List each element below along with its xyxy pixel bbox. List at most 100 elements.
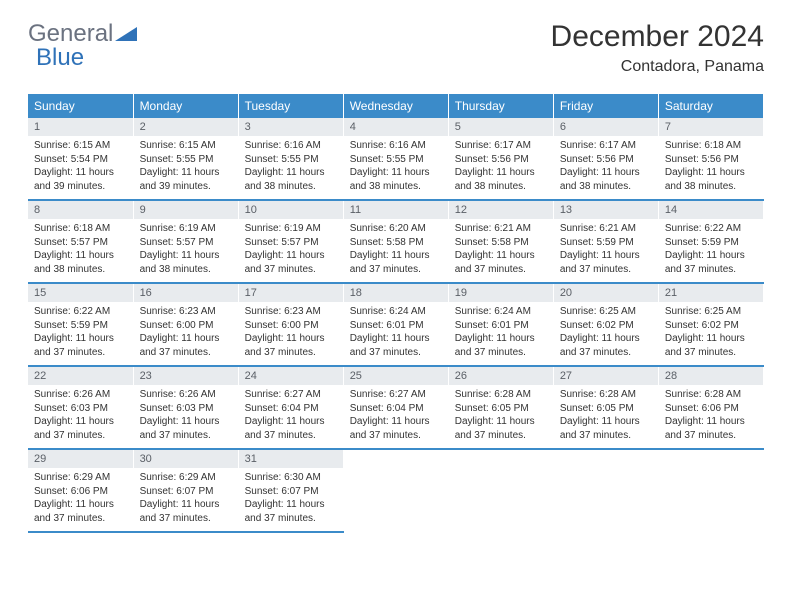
day-number: 9 — [134, 201, 238, 219]
day-info: Sunrise: 6:15 AMSunset: 5:54 PMDaylight:… — [28, 136, 133, 199]
day-info: Sunrise: 6:19 AMSunset: 5:57 PMDaylight:… — [239, 219, 343, 282]
day-header-wednesday: Wednesday — [343, 94, 448, 118]
day-cell-1: 1Sunrise: 6:15 AMSunset: 5:54 PMDaylight… — [28, 118, 133, 200]
day-cell-26: 26Sunrise: 6:28 AMSunset: 6:05 PMDayligh… — [448, 366, 553, 449]
day-cell-15: 15Sunrise: 6:22 AMSunset: 5:59 PMDayligh… — [28, 283, 133, 366]
day-cell-14: 14Sunrise: 6:22 AMSunset: 5:59 PMDayligh… — [658, 200, 763, 283]
day-info: Sunrise: 6:19 AMSunset: 5:57 PMDaylight:… — [134, 219, 238, 282]
calendar-week: 15Sunrise: 6:22 AMSunset: 5:59 PMDayligh… — [28, 283, 764, 366]
calendar-table: SundayMondayTuesdayWednesdayThursdayFrid… — [28, 94, 764, 533]
day-number: 4 — [344, 118, 448, 136]
day-number: 26 — [449, 367, 553, 385]
day-cell-2: 2Sunrise: 6:15 AMSunset: 5:55 PMDaylight… — [133, 118, 238, 200]
day-info: Sunrise: 6:20 AMSunset: 5:58 PMDaylight:… — [344, 219, 448, 282]
month-title: December 2024 — [551, 20, 764, 54]
day-info: Sunrise: 6:21 AMSunset: 5:59 PMDaylight:… — [554, 219, 658, 282]
calendar-week: 22Sunrise: 6:26 AMSunset: 6:03 PMDayligh… — [28, 366, 764, 449]
day-number: 28 — [659, 367, 763, 385]
day-header-thursday: Thursday — [448, 94, 553, 118]
day-cell-12: 12Sunrise: 6:21 AMSunset: 5:58 PMDayligh… — [448, 200, 553, 283]
day-header-row: SundayMondayTuesdayWednesdayThursdayFrid… — [28, 94, 764, 118]
day-number: 12 — [449, 201, 553, 219]
day-info: Sunrise: 6:24 AMSunset: 6:01 PMDaylight:… — [344, 302, 448, 365]
day-cell-30: 30Sunrise: 6:29 AMSunset: 6:07 PMDayligh… — [133, 449, 238, 532]
day-number: 17 — [239, 284, 343, 302]
header: General December 2024 Contadora, Panama — [28, 20, 764, 76]
day-cell-11: 11Sunrise: 6:20 AMSunset: 5:58 PMDayligh… — [343, 200, 448, 283]
empty-cell — [553, 449, 658, 532]
day-info: Sunrise: 6:25 AMSunset: 6:02 PMDaylight:… — [659, 302, 763, 365]
day-cell-22: 22Sunrise: 6:26 AMSunset: 6:03 PMDayligh… — [28, 366, 133, 449]
day-cell-16: 16Sunrise: 6:23 AMSunset: 6:00 PMDayligh… — [133, 283, 238, 366]
day-info: Sunrise: 6:22 AMSunset: 5:59 PMDaylight:… — [659, 219, 763, 282]
logo-triangle-icon — [115, 25, 137, 46]
day-cell-20: 20Sunrise: 6:25 AMSunset: 6:02 PMDayligh… — [553, 283, 658, 366]
day-number: 21 — [659, 284, 763, 302]
day-cell-31: 31Sunrise: 6:30 AMSunset: 6:07 PMDayligh… — [238, 449, 343, 532]
day-header-friday: Friday — [553, 94, 658, 118]
day-number: 16 — [134, 284, 238, 302]
day-number: 23 — [134, 367, 238, 385]
day-cell-4: 4Sunrise: 6:16 AMSunset: 5:55 PMDaylight… — [343, 118, 448, 200]
day-info: Sunrise: 6:18 AMSunset: 5:57 PMDaylight:… — [28, 219, 133, 282]
day-number: 19 — [449, 284, 553, 302]
day-header-tuesday: Tuesday — [238, 94, 343, 118]
day-cell-24: 24Sunrise: 6:27 AMSunset: 6:04 PMDayligh… — [238, 366, 343, 449]
day-cell-18: 18Sunrise: 6:24 AMSunset: 6:01 PMDayligh… — [343, 283, 448, 366]
day-cell-13: 13Sunrise: 6:21 AMSunset: 5:59 PMDayligh… — [553, 200, 658, 283]
day-cell-7: 7Sunrise: 6:18 AMSunset: 5:56 PMDaylight… — [658, 118, 763, 200]
day-info: Sunrise: 6:28 AMSunset: 6:06 PMDaylight:… — [659, 385, 763, 448]
day-number: 1 — [28, 118, 133, 136]
day-number: 15 — [28, 284, 133, 302]
day-number: 2 — [134, 118, 238, 136]
day-number: 29 — [28, 450, 133, 468]
day-info: Sunrise: 6:17 AMSunset: 5:56 PMDaylight:… — [449, 136, 553, 199]
day-info: Sunrise: 6:25 AMSunset: 6:02 PMDaylight:… — [554, 302, 658, 365]
day-cell-10: 10Sunrise: 6:19 AMSunset: 5:57 PMDayligh… — [238, 200, 343, 283]
day-info: Sunrise: 6:23 AMSunset: 6:00 PMDaylight:… — [134, 302, 238, 365]
day-info: Sunrise: 6:15 AMSunset: 5:55 PMDaylight:… — [134, 136, 238, 199]
day-info: Sunrise: 6:29 AMSunset: 6:06 PMDaylight:… — [28, 468, 133, 531]
day-info: Sunrise: 6:27 AMSunset: 6:04 PMDaylight:… — [344, 385, 448, 448]
day-cell-3: 3Sunrise: 6:16 AMSunset: 5:55 PMDaylight… — [238, 118, 343, 200]
day-cell-21: 21Sunrise: 6:25 AMSunset: 6:02 PMDayligh… — [658, 283, 763, 366]
day-info: Sunrise: 6:29 AMSunset: 6:07 PMDaylight:… — [134, 468, 238, 531]
day-number: 13 — [554, 201, 658, 219]
day-info: Sunrise: 6:26 AMSunset: 6:03 PMDaylight:… — [28, 385, 133, 448]
day-number: 7 — [659, 118, 763, 136]
day-cell-19: 19Sunrise: 6:24 AMSunset: 6:01 PMDayligh… — [448, 283, 553, 366]
day-number: 10 — [239, 201, 343, 219]
day-header-monday: Monday — [133, 94, 238, 118]
day-info: Sunrise: 6:22 AMSunset: 5:59 PMDaylight:… — [28, 302, 133, 365]
day-info: Sunrise: 6:17 AMSunset: 5:56 PMDaylight:… — [554, 136, 658, 199]
day-info: Sunrise: 6:16 AMSunset: 5:55 PMDaylight:… — [239, 136, 343, 199]
day-info: Sunrise: 6:21 AMSunset: 5:58 PMDaylight:… — [449, 219, 553, 282]
day-cell-27: 27Sunrise: 6:28 AMSunset: 6:05 PMDayligh… — [553, 366, 658, 449]
day-info: Sunrise: 6:23 AMSunset: 6:00 PMDaylight:… — [239, 302, 343, 365]
day-number: 31 — [239, 450, 343, 468]
day-number: 3 — [239, 118, 343, 136]
calendar-week: 1Sunrise: 6:15 AMSunset: 5:54 PMDaylight… — [28, 118, 764, 200]
day-cell-23: 23Sunrise: 6:26 AMSunset: 6:03 PMDayligh… — [133, 366, 238, 449]
day-info: Sunrise: 6:18 AMSunset: 5:56 PMDaylight:… — [659, 136, 763, 199]
day-number: 5 — [449, 118, 553, 136]
calendar-week: 8Sunrise: 6:18 AMSunset: 5:57 PMDaylight… — [28, 200, 764, 283]
day-cell-8: 8Sunrise: 6:18 AMSunset: 5:57 PMDaylight… — [28, 200, 133, 283]
day-number: 8 — [28, 201, 133, 219]
day-cell-17: 17Sunrise: 6:23 AMSunset: 6:00 PMDayligh… — [238, 283, 343, 366]
location: Contadora, Panama — [551, 58, 764, 76]
day-cell-29: 29Sunrise: 6:29 AMSunset: 6:06 PMDayligh… — [28, 449, 133, 532]
day-number: 11 — [344, 201, 448, 219]
empty-cell — [658, 449, 763, 532]
empty-cell — [448, 449, 553, 532]
day-number: 22 — [28, 367, 133, 385]
day-info: Sunrise: 6:30 AMSunset: 6:07 PMDaylight:… — [239, 468, 343, 531]
day-number: 27 — [554, 367, 658, 385]
day-number: 25 — [344, 367, 448, 385]
day-number: 24 — [239, 367, 343, 385]
day-cell-5: 5Sunrise: 6:17 AMSunset: 5:56 PMDaylight… — [448, 118, 553, 200]
day-info: Sunrise: 6:28 AMSunset: 6:05 PMDaylight:… — [554, 385, 658, 448]
day-number: 30 — [134, 450, 238, 468]
day-info: Sunrise: 6:16 AMSunset: 5:55 PMDaylight:… — [344, 136, 448, 199]
day-info: Sunrise: 6:24 AMSunset: 6:01 PMDaylight:… — [449, 302, 553, 365]
